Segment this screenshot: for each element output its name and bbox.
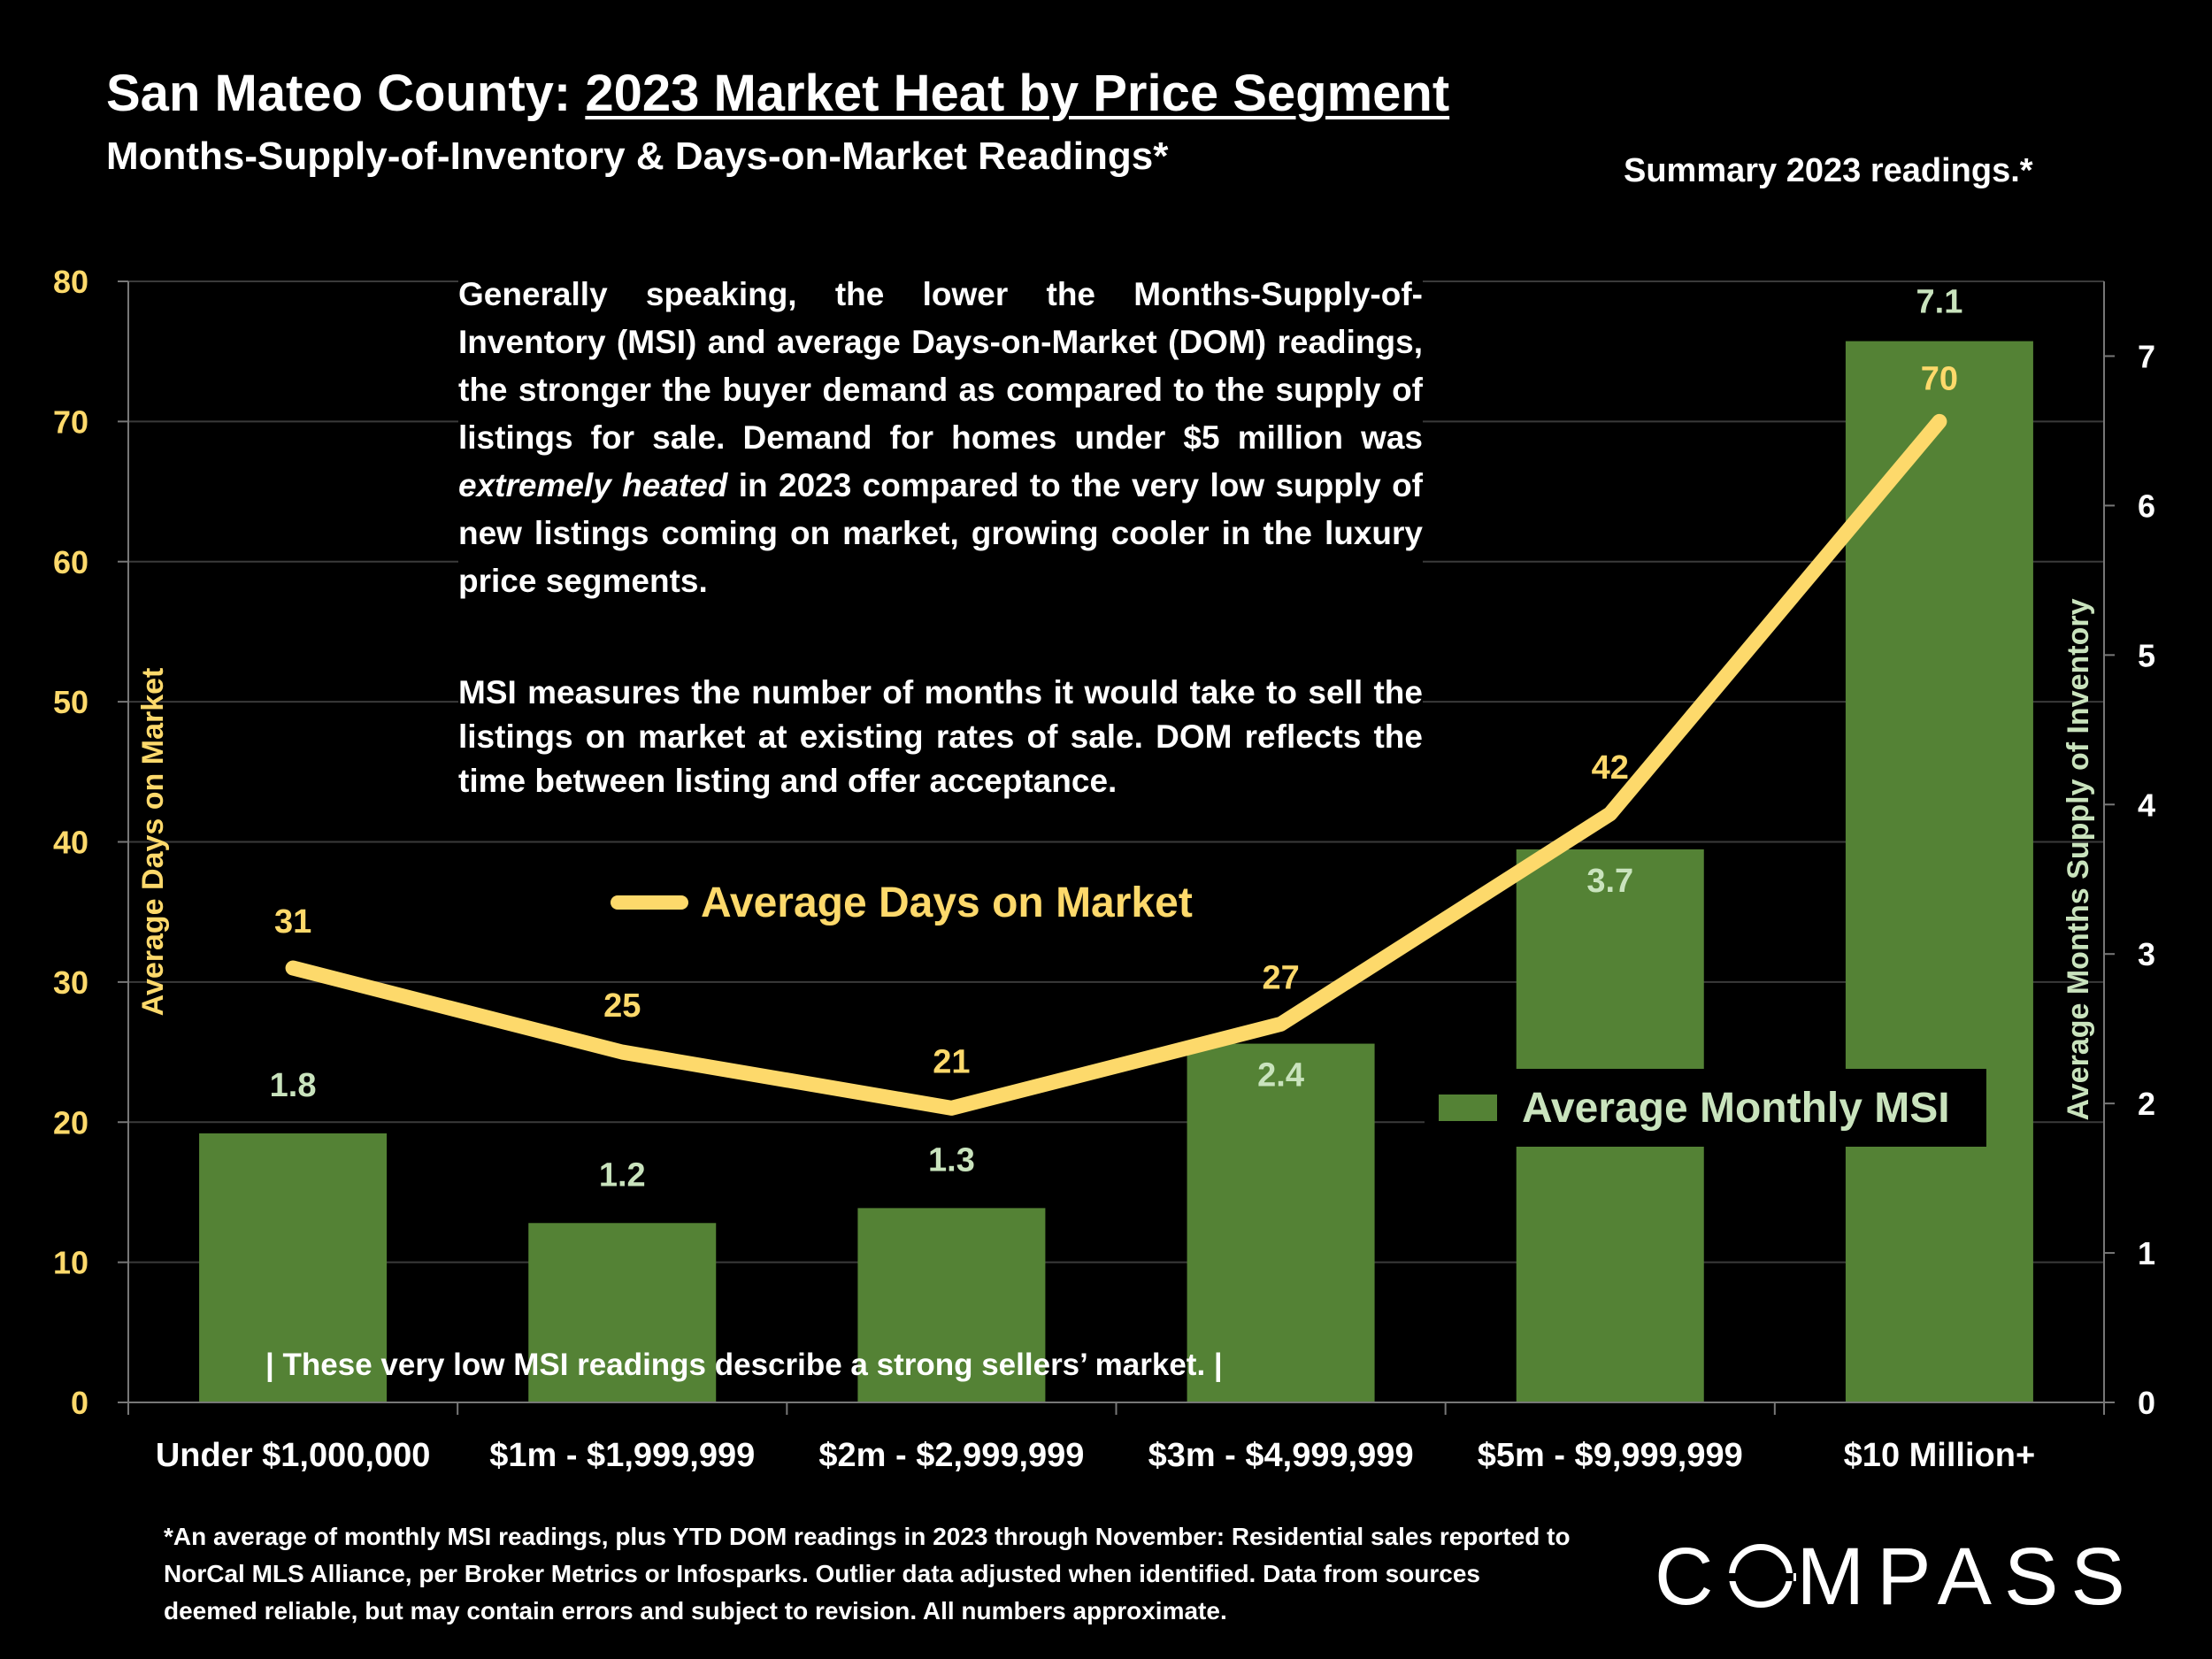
data-label-dom: 25 [603,987,641,1025]
explanation-paragraph-1: Generally speaking, the lower the Months… [458,271,1423,605]
data-label-msi: 3.7 [1586,863,1633,900]
data-label-msi: 1.2 [599,1156,646,1194]
bar-msi [528,1223,717,1402]
chart-title: San Mateo County: 2023 Market Heat by Pr… [106,64,1449,123]
left-tick-label: 10 [53,1245,88,1281]
left-tick-label: 70 [53,403,88,440]
x-tick-label: $10 Million+ [1844,1437,2035,1474]
line-dom [285,413,1947,1116]
data-label-dom: 70 [1921,360,1958,397]
title-main: 2023 Market Heat by Price Segment [585,65,1450,122]
summary-label: Summary 2023 readings.* [1624,152,2033,189]
left-tick-label: 30 [53,964,88,1001]
x-tick-label: $1m - $1,999,999 [489,1437,755,1474]
left-tick-label: 40 [53,825,88,861]
data-label-msi: 1.3 [928,1141,975,1179]
bottom-note: | These very low MSI readings describe a… [265,1348,1223,1382]
right-tick-label: 2 [2138,1086,2155,1122]
data-label-msi: 1.8 [270,1067,317,1104]
right-tick-label: 5 [2138,637,2155,673]
data-labels: 1.8 1.2 1.3 2.4 3.7 7.1 31 25 21 27 42 70 [270,284,1963,1194]
legend-swatch-line [611,895,688,910]
footnote: *An average of monthly MSI readings, plu… [164,1523,1571,1624]
left-tick-label: 50 [53,684,88,720]
title-prefix: San Mateo County: [106,65,586,122]
right-tick-label: 3 [2138,936,2155,972]
left-tick-label: 80 [53,264,88,300]
compass-logo: C MPASS [1655,1531,2138,1624]
left-tick-label: 60 [53,544,88,580]
legend-label-msi: Average Monthly MSI [1522,1084,1950,1132]
explanation-paragraph-2: MSI measures the number of months it wou… [458,671,1423,803]
data-label-msi: 7.1 [1916,284,1963,321]
x-tick-label: $3m - $4,999,999 [1148,1437,1414,1474]
logo-rest: MPASS [1796,1532,2138,1622]
x-tick-label: Under $1,000,000 [156,1437,431,1474]
left-axis-title: Average Days on Market [136,668,170,1017]
legend-swatch-bar [1439,1094,1497,1121]
data-label-dom: 31 [274,903,311,941]
bar-msi [199,1133,388,1402]
line-dom-series [285,413,1947,1116]
x-tick-label: $5m - $9,999,999 [1478,1437,1743,1474]
paragraph1-part-a: Generally speaking, the lower the Months… [458,276,1423,456]
data-label-dom: 21 [933,1043,970,1080]
right-axis-title: Average Months Supply of Inventory [2062,598,2095,1120]
axes: 0 10 20 30 40 50 60 70 80 0 1 2 3 4 5 6 7 Average Days on… [53,264,2155,1474]
chart-subtitle: Months-Supply-of-Inventory & Days-on-Mar… [106,134,1169,178]
bar-msi [1845,341,2033,1402]
legend-label-dom: Average Days on Market [701,879,1193,926]
bar-msi [1187,1043,1375,1402]
data-label-msi: 2.4 [1257,1057,1304,1094]
compass-o-icon [1728,1544,1797,1608]
right-tick-label: 6 [2138,488,2155,524]
data-label-dom: 27 [1262,959,1299,996]
right-tick-label: 4 [2138,787,2155,823]
left-tick-label: 0 [71,1385,88,1421]
bar-msi [857,1208,1046,1402]
legend-item-dom: Average Days on Market [611,876,1202,929]
logo-c: C [1655,1532,1726,1622]
right-tick-label: 0 [2138,1385,2155,1421]
paragraph1-emphasis: extremely heated [458,467,728,503]
x-tick-label: $2m - $2,999,999 [818,1437,1084,1474]
legend-item-msi: Average Monthly MSI [1425,1069,1986,1147]
left-tick-label: 20 [53,1104,88,1141]
paragraph1-part-b: in 2023 compared to the very low supply … [458,467,1424,599]
right-tick-label: 1 [2138,1235,2155,1271]
data-label-dom: 42 [1592,749,1629,787]
right-tick-label: 7 [2138,338,2155,374]
